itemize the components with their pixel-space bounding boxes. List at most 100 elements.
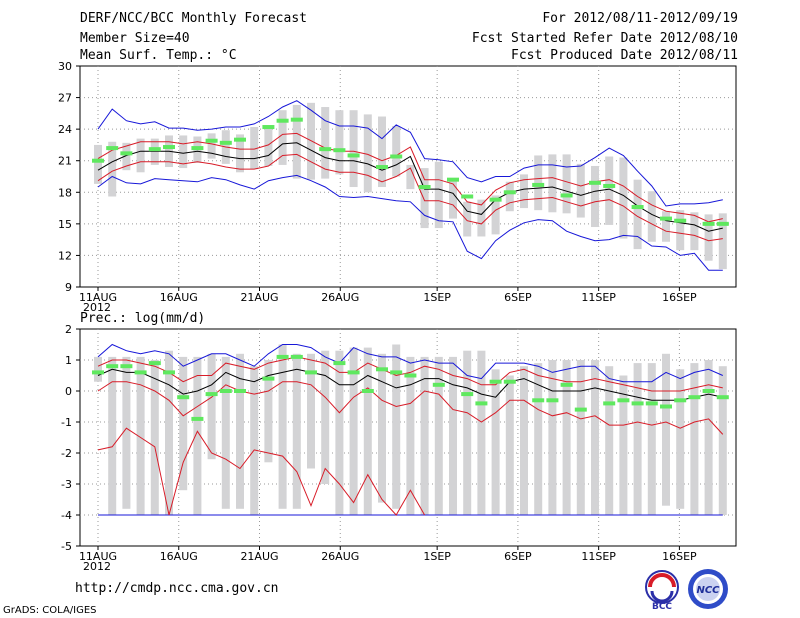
precipitation-xtick-label: 11SEP	[581, 550, 616, 563]
precipitation-observed-mark	[191, 416, 204, 421]
precipitation-xtick-label: 1SEP	[423, 550, 451, 563]
temperature-ensemble-box	[136, 138, 145, 173]
forecast-produced-date: Fcst Produced Date 2012/08/11	[511, 48, 738, 63]
precipitation-ensemble-box	[477, 350, 486, 515]
ncc-logo-text: NCC	[696, 585, 720, 596]
temperature-observed-mark	[148, 147, 161, 152]
temperature-ensemble-box	[378, 116, 386, 188]
precipitation-observed-mark	[532, 398, 545, 403]
precipitation-observed-mark	[432, 382, 445, 387]
temperature-ensemble-box	[491, 195, 500, 235]
precipitation-observed-mark	[617, 398, 630, 403]
temperature-ensemble-box	[236, 134, 244, 173]
precipitation-xtick-label: 21AUG	[240, 550, 278, 563]
precipitation-ensemble-box	[619, 375, 628, 515]
temperature-ytick-label: 12	[58, 249, 72, 262]
temperature-ensemble-box	[690, 212, 699, 251]
precipitation-title: Prec.: log(mm/d)	[80, 311, 205, 326]
temperature-ensemble-box	[321, 107, 330, 179]
temperature-observed-mark	[106, 146, 119, 151]
footer-url[interactable]: http://cmdp.ncc.cma.gov.cn	[75, 581, 279, 596]
precipitation-ensemble-box	[349, 347, 358, 515]
precipitation-observed-mark	[347, 370, 360, 375]
precipitation-ensemble-box	[548, 360, 557, 515]
precipitation-ensemble-box	[718, 366, 727, 515]
precipitation-ensemble-box	[165, 350, 173, 515]
temperature-xtick-label: 11AUG	[79, 291, 117, 304]
temperature-observed-mark	[631, 205, 644, 210]
temperature-ytick-label: 9	[65, 281, 72, 294]
temperature-ensemble-box	[94, 144, 102, 184]
temperature-observed-mark	[603, 183, 616, 188]
temperature-ensemble-box	[292, 104, 301, 179]
temperature-observed-mark	[290, 117, 303, 122]
precipitation-ensemble-box	[633, 363, 642, 515]
precipitation-ensemble-box	[264, 360, 273, 463]
precipitation-ensemble-box	[108, 356, 117, 515]
temperature-ensemble-box	[264, 125, 273, 166]
temperature-observed-mark	[276, 118, 289, 123]
temperature-ytick-label: 18	[58, 186, 72, 199]
temperature-ensemble-box	[591, 165, 599, 228]
precipitation-ytick-label: -2	[61, 447, 72, 460]
temperature-ensemble-box	[477, 199, 486, 237]
precipitation-ensemble-mean-line	[97, 368, 723, 401]
temperature-observed-mark	[461, 194, 474, 199]
precipitation-ensemble-box	[307, 353, 315, 469]
temperature-xtick-label: 26AUG	[321, 291, 359, 304]
precipitation-ensemble-box	[690, 363, 699, 515]
temperature-observed-mark	[560, 193, 573, 198]
temperature-observed-mark	[191, 146, 204, 151]
temperature-observed-mark	[702, 221, 715, 226]
precipitation-ensemble-box	[520, 366, 528, 515]
precipitation-observed-mark	[205, 392, 218, 397]
forecast-period: For 2012/08/11-2012/09/19	[542, 11, 738, 26]
precipitation-observed-mark	[702, 389, 715, 393]
variable-label: Mean Surf. Temp.: °C	[80, 48, 237, 63]
precipitation-observed-mark	[390, 370, 403, 375]
temperature-ensemble-box	[534, 155, 543, 211]
temperature-ensemble-box	[420, 168, 429, 229]
forecast-started-date: Fcst Started Refer Date 2012/08/10	[471, 31, 738, 46]
precipitation-ensemble-box	[534, 363, 543, 515]
temperature-observed-mark	[716, 221, 729, 226]
precipitation-ensemble-box	[221, 356, 230, 509]
temperature-xtick-label: 16SEP	[662, 291, 697, 304]
member-size: Member Size=40	[80, 31, 190, 46]
bcc-logo: BCC	[645, 570, 679, 611]
precipitation-observed-mark	[134, 370, 147, 375]
temperature-ensemble-mean-line	[97, 142, 723, 232]
precipitation-observed-mark	[106, 364, 119, 369]
precipitation-ensemble-box	[207, 353, 216, 460]
temperature-observed-mark	[205, 138, 218, 143]
precipitation-ensemble-box	[591, 360, 599, 515]
temperature-observed-mark	[333, 148, 346, 153]
precipitation-xtick-label: 16SEP	[662, 550, 697, 563]
precipitation-ensemble-box	[434, 356, 443, 515]
precipitation-ensemble-box	[335, 350, 344, 515]
precipitation-observed-mark	[92, 370, 104, 375]
precipitation-observed-mark	[120, 364, 133, 369]
precipitation-ensemble-box	[605, 366, 614, 515]
precipitation-ytick-label: 1	[65, 354, 72, 367]
temperature-ensemble-box	[718, 213, 727, 270]
temperature-ensemble-box	[122, 142, 131, 171]
grads-credit: GrADS: COLA/IGES	[3, 605, 97, 616]
temperature-observed-mark	[219, 140, 232, 145]
precipitation-ensemble-box	[179, 356, 188, 491]
precipitation-ensemble-box	[449, 356, 457, 515]
temperature-lower-blue-line	[97, 174, 723, 271]
precipitation-observed-mark	[660, 404, 672, 409]
temperature-xtick-label: 16AUG	[160, 291, 198, 304]
precipitation-ensemble-box	[562, 360, 571, 515]
precipitation-observed-mark	[333, 361, 346, 366]
precipitation-ensemble-box	[392, 344, 401, 509]
precipitation-observed-mark	[404, 373, 417, 378]
precipitation-observed-mark	[376, 367, 388, 372]
temperature-ensemble-box	[250, 127, 259, 170]
temperature-observed-mark	[589, 180, 601, 185]
precipitation-observed-mark	[574, 407, 587, 412]
precipitation-year-label: 2012	[83, 560, 111, 573]
